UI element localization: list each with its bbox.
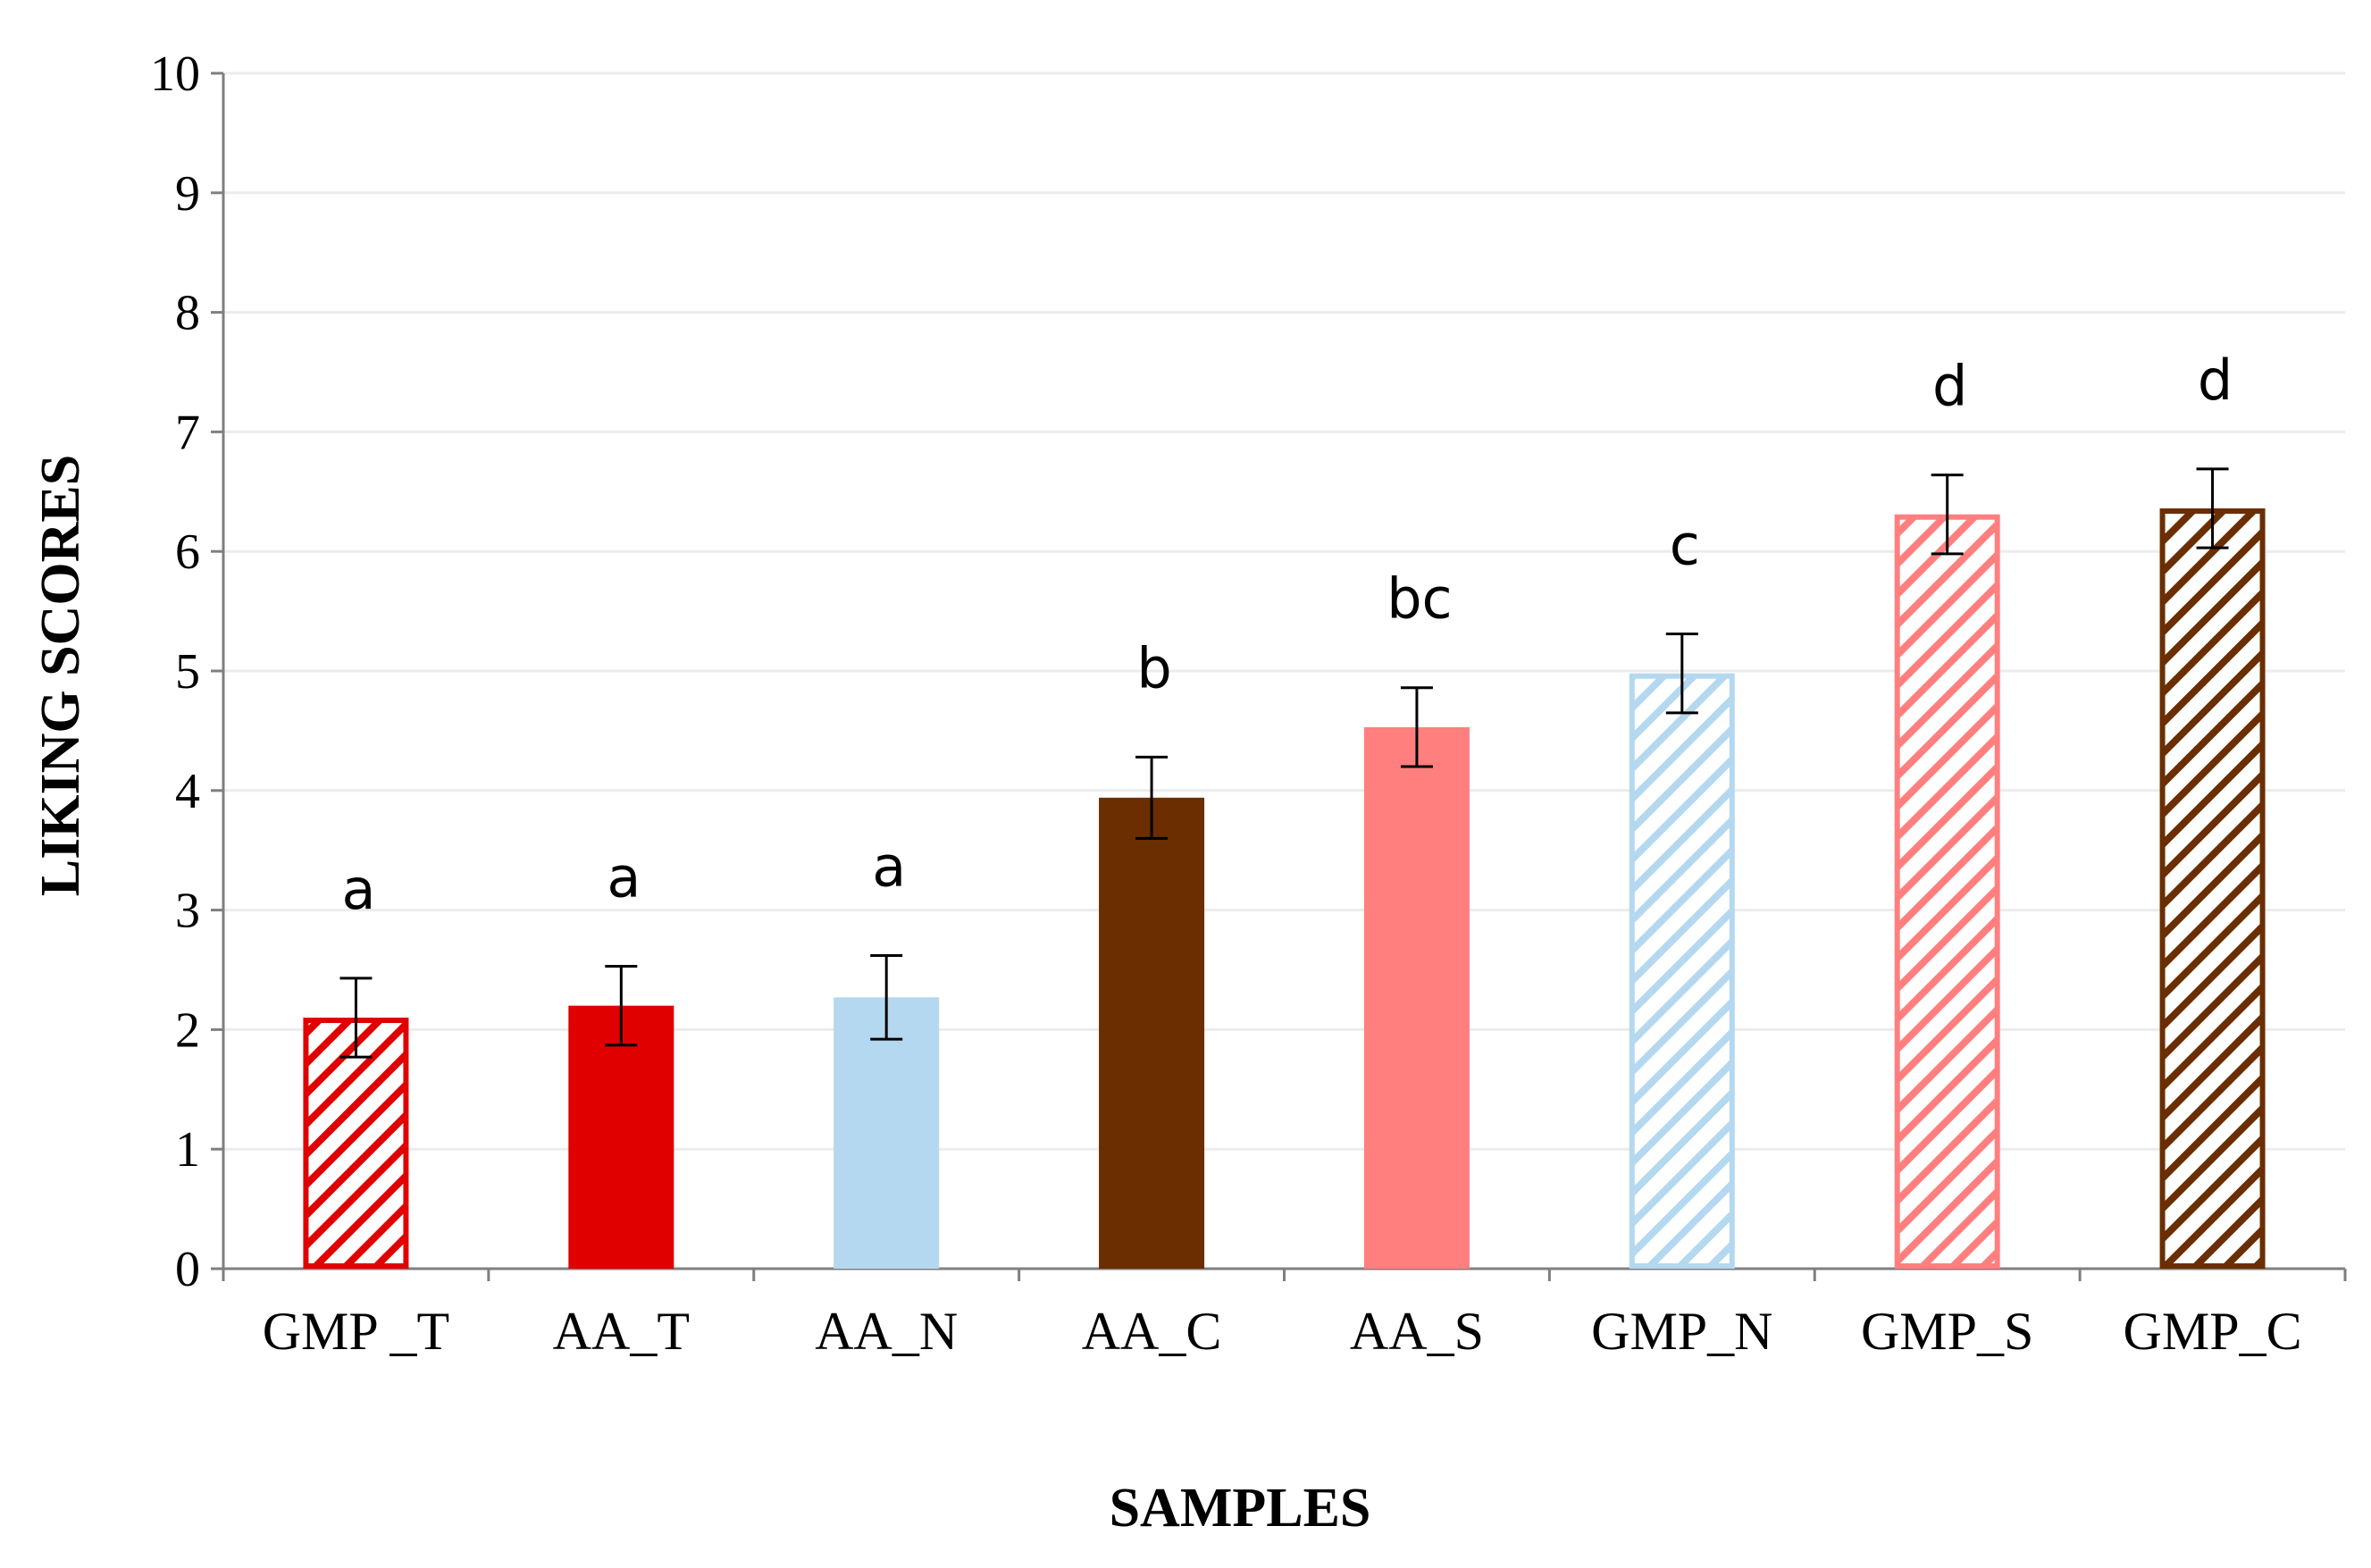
y-tick-label: 9 [175, 166, 200, 222]
error-bar [1931, 474, 1964, 556]
x-axis-title: SAMPLES [1110, 1478, 1371, 1539]
bar-gmp-c [2159, 508, 2266, 1269]
y-tick-label: 2 [175, 1002, 200, 1058]
bar-aa-t [568, 1005, 674, 1269]
error-bar [1135, 755, 1169, 840]
bar-aa-n [834, 997, 940, 1269]
significance-letter: a [607, 844, 641, 910]
gridlines [223, 71, 2345, 1151]
error-bar [339, 977, 373, 1059]
error-bar [2196, 467, 2229, 549]
labels: a GMP _T a AA_T a AA_N b AA_C bc AA_S c GMP_N d GMP_S… [263, 348, 2302, 1361]
y-tick-label: 4 [175, 764, 200, 819]
significance-letter: c [1670, 513, 1700, 578]
x-tick-label: AA_S [1350, 1302, 1484, 1361]
bar-aa-c [1099, 797, 1205, 1269]
x-tick-label: GMP_N [1591, 1302, 1772, 1361]
error-bar [870, 953, 903, 1041]
bar-gmp-s [1894, 514, 2000, 1269]
error-bar [605, 964, 638, 1047]
y-tick-label: 0 [175, 1242, 200, 1297]
y-tick-label: 3 [175, 884, 200, 939]
y-tick-label: 5 [175, 644, 200, 700]
error-bar [1400, 686, 1433, 768]
significance-letter: d [1932, 354, 1967, 419]
x-tick-label: GMP _T [263, 1302, 449, 1361]
y-tick-label: 6 [175, 524, 200, 580]
significance-letter: a [341, 857, 375, 922]
bar-aa-s [1363, 726, 1470, 1269]
significance-letter: bc [1387, 566, 1452, 632]
axes: 0 1 2 3 4 5 6 7 8 9 10 [150, 46, 2347, 1297]
y-axis-title: LIKING SCORES [30, 455, 91, 896]
error-bar [1665, 633, 1698, 715]
x-tick-label: AA_N [815, 1302, 958, 1361]
x-tick-label: AA_T [553, 1302, 690, 1361]
x-tick-label: GMP_C [2124, 1302, 2302, 1361]
x-tick-label: GMP_S [1861, 1302, 2033, 1361]
y-tick-label: 10 [150, 46, 200, 102]
y-tick-label: 1 [175, 1122, 200, 1178]
significance-letter: d [2198, 348, 2233, 413]
x-tick-label: AA_C [1082, 1302, 1222, 1361]
significance-letter: b [1136, 635, 1171, 700]
error-bars [339, 467, 2229, 1059]
bar-gmp-t [303, 1018, 409, 1270]
significance-letter: a [872, 834, 906, 899]
bars [303, 508, 2266, 1270]
bar-gmp-n [1629, 673, 1735, 1269]
y-tick-label: 7 [175, 405, 200, 460]
y-tick-label: 8 [175, 286, 200, 341]
